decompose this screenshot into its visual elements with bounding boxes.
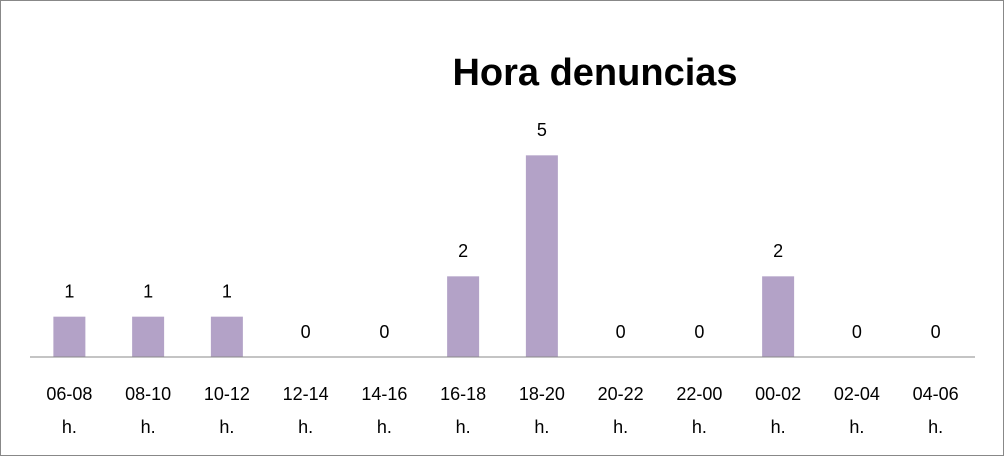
bar	[210, 316, 243, 357]
data-label: 2	[773, 241, 783, 261]
bar	[447, 276, 480, 357]
x-tick-label: 00-02 h.	[755, 384, 801, 437]
data-label: 1	[64, 281, 74, 301]
x-tick-label: 08-10 h.	[125, 384, 171, 437]
bar	[525, 155, 558, 357]
data-label: 0	[616, 322, 626, 342]
bar	[53, 316, 86, 357]
data-label: 0	[301, 322, 311, 342]
data-label: 0	[694, 322, 704, 342]
bar	[762, 276, 795, 357]
data-label: 5	[537, 120, 547, 140]
x-tick-label: 22-00 h.	[676, 384, 722, 437]
bar	[132, 316, 165, 357]
x-tick-label: 04-06 h.	[913, 384, 959, 437]
data-label: 0	[852, 322, 862, 342]
x-tick-label: 20-22 h.	[598, 384, 644, 437]
x-tick-label: 10-12 h.	[204, 384, 250, 437]
data-label: 2	[458, 241, 468, 261]
x-tick-label: 02-04 h.	[834, 384, 880, 437]
data-label: 0	[931, 322, 941, 342]
x-tick-label: 06-08 h.	[46, 384, 92, 437]
data-label: 1	[222, 281, 232, 301]
x-tick-label: 14-16 h.	[361, 384, 407, 437]
x-tick-label: 18-20 h.	[519, 384, 565, 437]
data-label: 1	[143, 281, 153, 301]
x-tick-label: 16-18 h.	[440, 384, 486, 437]
data-label: 0	[379, 322, 389, 342]
chart-title: Hora denuncias	[452, 52, 737, 94]
x-tick-label: 12-14 h.	[283, 384, 329, 437]
